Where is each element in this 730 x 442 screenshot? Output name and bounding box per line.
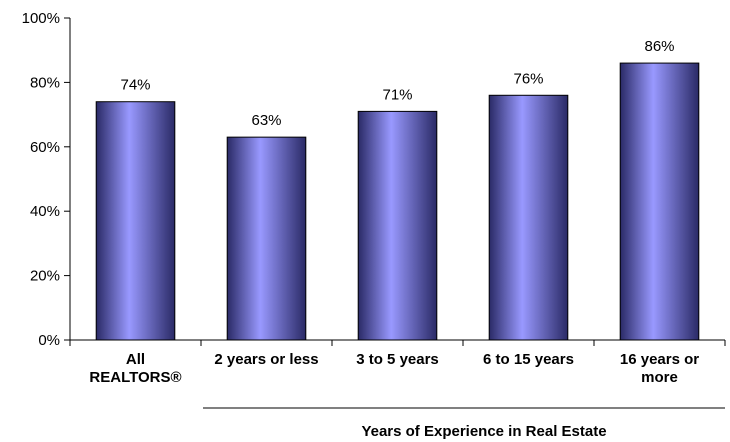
x-category-label-line: REALTORS® [89,369,181,386]
x-axis-title: Years of Experience in Real Estate [361,423,606,440]
bars: 74% 63% 71% 76% 86% [95,38,700,341]
y-tick-label: 60% [30,139,60,156]
x-category-label: 3 to 5 years [356,351,439,368]
x-axis: All REALTORS® 2 years or less 3 to 5 years 6… [69,339,726,386]
bar [226,136,307,341]
y-tick-label: 40% [30,203,60,220]
x-category-label-line: more [641,369,678,386]
y-tick-label: 20% [30,268,60,285]
y-tick-label: 0% [38,332,60,349]
data-label: 76% [513,70,543,87]
x-category-label: 16 years or more [620,351,699,386]
data-label: 63% [251,112,281,129]
x-category-label-line: 3 to 5 years [356,351,439,368]
bar [488,94,569,341]
data-label: 74% [120,77,150,94]
y-tick-label: 80% [30,74,60,91]
x-category-label-line: 6 to 15 years [483,351,574,368]
x-category-label: All REALTORS® [89,351,181,386]
x-category-label-line: 16 years or [620,351,699,368]
x-category-label-line: 2 years or less [214,351,318,368]
y-tick-label: 100% [22,10,60,27]
x-category-label: 2 years or less [214,351,318,368]
x-category-label-line: All [126,351,145,368]
y-axis: 0% 20% 40% 60% 80% 100% [22,10,71,349]
data-label: 86% [644,38,674,55]
bar [95,101,176,341]
data-label: 71% [382,86,412,103]
x-category-label: 6 to 15 years [483,351,574,368]
bar [357,110,438,341]
bar [619,62,700,341]
